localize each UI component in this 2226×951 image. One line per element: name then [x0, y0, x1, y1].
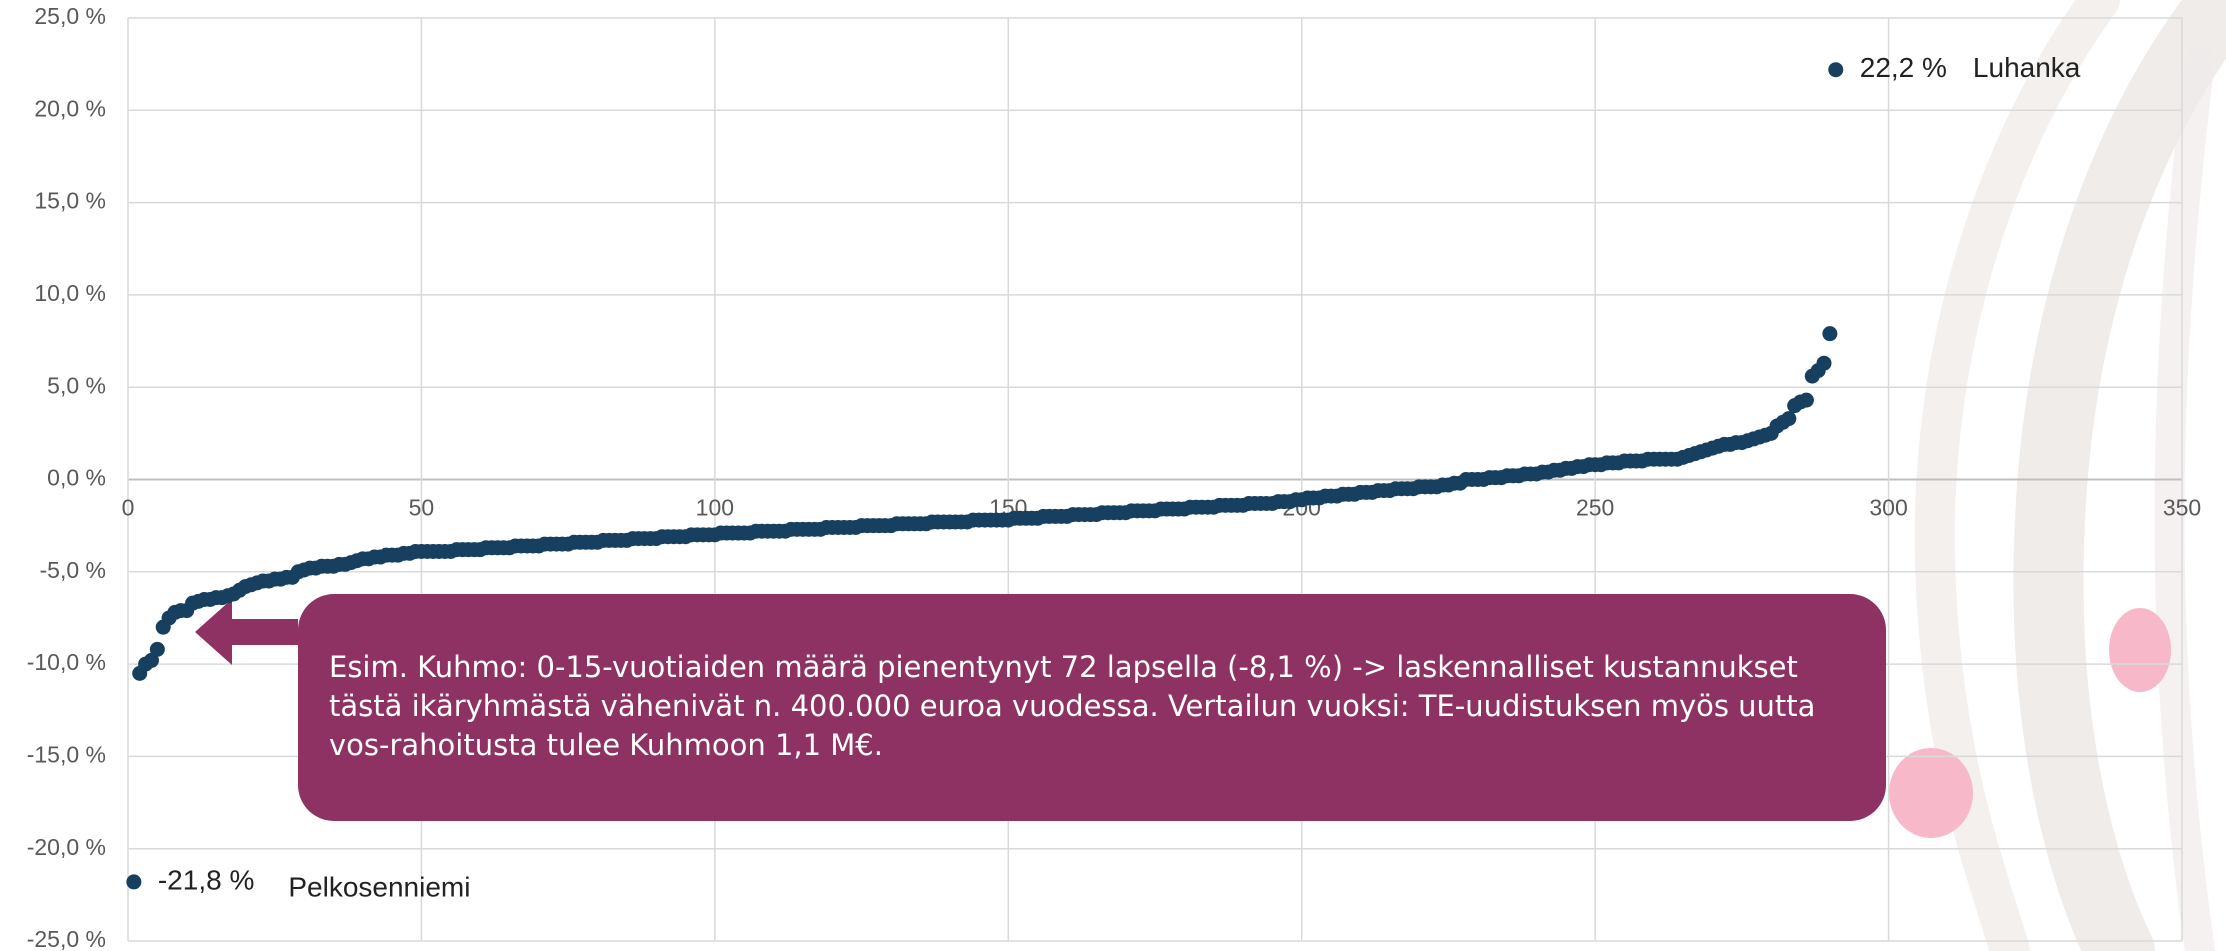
y-tick-label: 15,0 %	[34, 188, 106, 214]
y-tick-label: 0,0 %	[47, 465, 106, 491]
y-tick-label: -15,0 %	[27, 741, 106, 767]
marks: -21,8 % Pelkosenniemi 22,2 % Luhanka	[126, 52, 2081, 902]
x-tick-label: 250	[1576, 495, 1614, 521]
pink-blob	[2109, 608, 2171, 692]
point	[1816, 355, 1832, 371]
brush-stroke	[2013, 0, 2226, 951]
y-tick-label: 10,0 %	[34, 280, 106, 306]
data-label: -21,8 %	[158, 864, 255, 895]
x-tick-label: 0	[122, 495, 135, 521]
point	[149, 641, 165, 657]
callout: Esim. Kuhmo: 0-15-vuotiaiden määrä piene…	[298, 594, 1886, 821]
point-name: Pelkosenniemi	[288, 871, 470, 902]
callout-arrow	[195, 599, 298, 665]
pink-blob	[1889, 748, 1973, 838]
background-decoration	[1889, 0, 2226, 951]
y-tick-label: -5,0 %	[40, 557, 106, 583]
point	[1781, 411, 1797, 427]
point	[1828, 62, 1844, 78]
brush-stroke	[1914, 0, 2120, 951]
point	[126, 874, 142, 890]
y-tick-label: 20,0 %	[34, 95, 106, 121]
x-tick-label: 350	[2163, 495, 2201, 521]
point	[1822, 326, 1838, 342]
data-label: 22,2 %	[1860, 52, 1947, 83]
y-tick-label: 5,0 %	[47, 372, 106, 398]
x-tick-label: 50	[409, 495, 435, 521]
y-tick-label: -25,0 %	[27, 926, 106, 951]
y-tick-label: -10,0 %	[27, 649, 106, 675]
point-name: Luhanka	[1973, 52, 2081, 83]
y-tick-label: -20,0 %	[27, 834, 106, 860]
point	[143, 652, 159, 668]
point	[1798, 392, 1814, 408]
x-tick-label: 300	[1869, 495, 1907, 521]
x-tick-label: 100	[696, 495, 734, 521]
y-tick-label: 25,0 %	[34, 3, 106, 29]
